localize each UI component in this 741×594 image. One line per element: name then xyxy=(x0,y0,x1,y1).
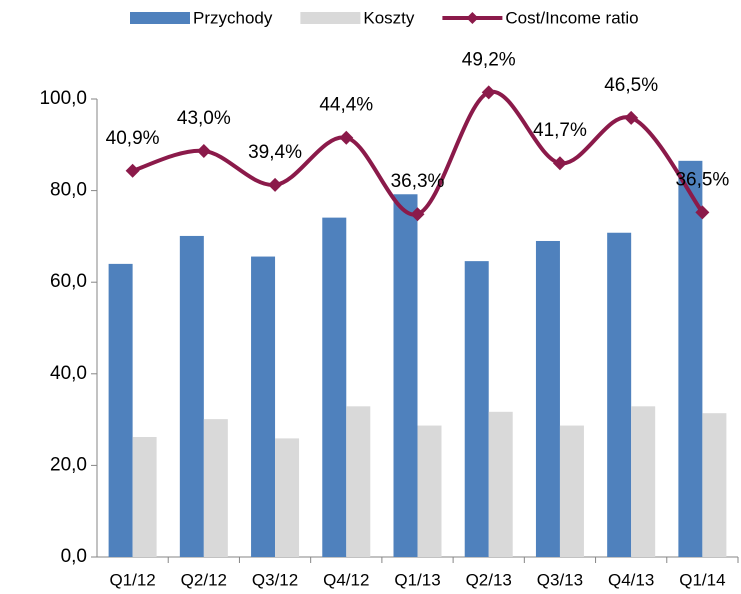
line-marker xyxy=(481,85,496,100)
x-tick-label: Q3/12 xyxy=(252,570,298,589)
data-label: 43,0% xyxy=(177,108,231,129)
data-label: 44,4% xyxy=(319,95,373,116)
line-marker xyxy=(410,207,425,222)
bar xyxy=(203,419,228,557)
legend-label: Przychody xyxy=(193,8,273,27)
bar xyxy=(132,437,157,557)
line-marker xyxy=(339,130,354,145)
legend-swatch xyxy=(466,12,479,24)
x-tick-label: Q2/13 xyxy=(466,570,512,589)
x-tick-label: Q1/12 xyxy=(109,570,155,589)
legend-swatch xyxy=(300,12,361,24)
data-label: 36,3% xyxy=(391,171,445,192)
x-tick-label: Q2/12 xyxy=(181,570,227,589)
bar xyxy=(535,240,560,558)
x-tick-label: Q1/14 xyxy=(679,570,725,589)
x-tick-label: Q4/12 xyxy=(323,570,369,589)
y-tick-label: 20,0 xyxy=(50,454,87,475)
line-marker xyxy=(125,163,140,178)
bar xyxy=(251,256,276,557)
bar xyxy=(417,425,442,557)
bar xyxy=(702,413,727,557)
legend-label: Cost/Income ratio xyxy=(505,8,638,27)
line-marker xyxy=(624,110,639,125)
data-label: 41,7% xyxy=(533,120,587,141)
y-tick-label: 40,0 xyxy=(50,363,87,384)
bar xyxy=(346,406,371,557)
bar xyxy=(179,235,204,557)
bar xyxy=(559,425,584,557)
data-label: 36,5% xyxy=(675,169,729,190)
legend-swatch xyxy=(130,12,190,24)
y-tick-label: 80,0 xyxy=(50,180,87,201)
y-tick-label: 100,0 xyxy=(39,88,87,109)
legend-label: Koszty xyxy=(363,8,415,27)
y-tick-label: 60,0 xyxy=(50,271,87,292)
bar xyxy=(488,411,513,557)
x-tick-label: Q3/13 xyxy=(537,570,583,589)
line xyxy=(132,89,705,217)
bar xyxy=(678,160,703,557)
data-label: 49,2% xyxy=(462,49,516,70)
line-marker xyxy=(695,205,710,220)
x-tick-label: Q4/13 xyxy=(608,570,654,589)
x-tick-label: Q1/13 xyxy=(394,570,440,589)
bar xyxy=(607,232,632,557)
bar xyxy=(275,438,300,557)
line-marker xyxy=(552,156,567,171)
bar xyxy=(322,217,347,557)
y-tick-label: 0,0 xyxy=(61,546,87,567)
data-label: 40,9% xyxy=(106,128,160,149)
bar xyxy=(464,261,489,557)
line-marker xyxy=(196,143,211,158)
line-marker xyxy=(268,177,283,192)
data-label: 39,4% xyxy=(248,142,302,163)
bar xyxy=(631,406,656,557)
bar xyxy=(393,194,418,557)
bar xyxy=(108,263,133,557)
data-label: 46,5% xyxy=(604,75,658,96)
